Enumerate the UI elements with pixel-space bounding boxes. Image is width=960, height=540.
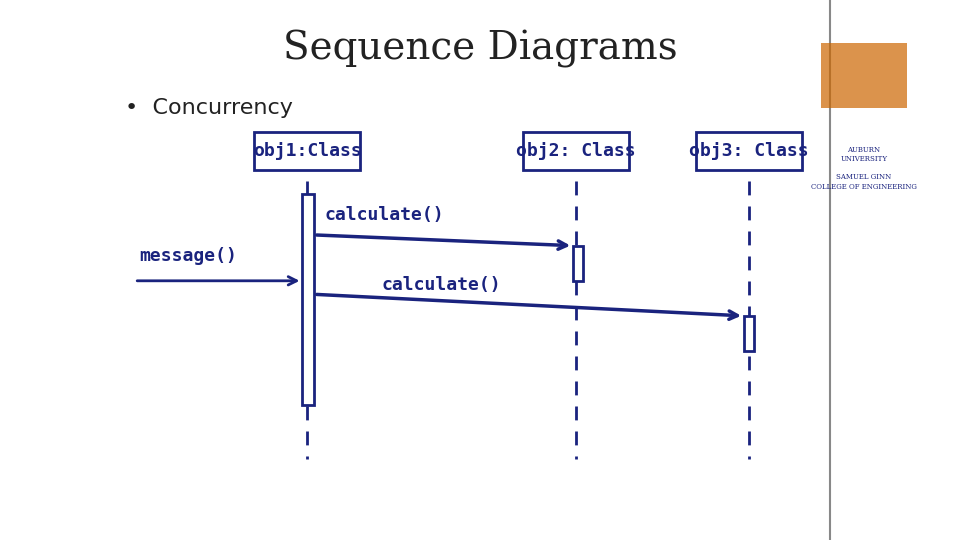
Text: obj3: Class: obj3: Class	[689, 142, 808, 160]
Bar	[744, 316, 754, 351]
Text: message(): message()	[139, 247, 237, 265]
Bar	[821, 43, 907, 108]
Bar	[573, 246, 583, 281]
Bar	[696, 132, 802, 170]
Text: obj2: Class: obj2: Class	[516, 142, 636, 160]
Bar	[523, 132, 629, 170]
Text: calculate(): calculate()	[382, 276, 501, 294]
Text: AUBURN
UNIVERSITY

SAMUEL GINN
COLLEGE OF ENGINEERING: AUBURN UNIVERSITY SAMUEL GINN COLLEGE OF…	[811, 146, 917, 191]
Bar	[302, 194, 314, 405]
Text: •  Concurrency: • Concurrency	[125, 98, 293, 118]
Text: obj1:Class: obj1:Class	[252, 142, 362, 160]
Text: calculate(): calculate()	[324, 206, 444, 224]
Bar	[254, 132, 360, 170]
Text: Sequence Diagrams: Sequence Diagrams	[282, 30, 678, 68]
